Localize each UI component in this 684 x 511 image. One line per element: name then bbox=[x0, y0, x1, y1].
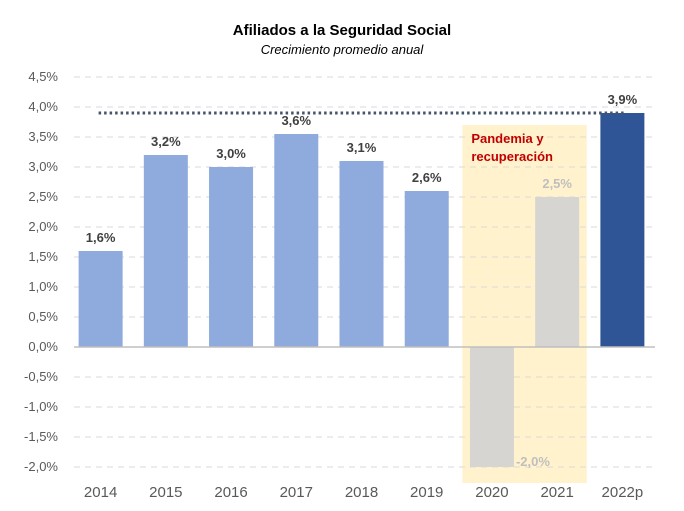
bar-2014 bbox=[78, 251, 123, 347]
bar-2017 bbox=[274, 134, 319, 347]
x-category-label: 2018 bbox=[345, 484, 378, 501]
x-category-label: 2017 bbox=[280, 484, 313, 501]
bar-2015 bbox=[143, 155, 188, 347]
y-tick-label: 4,0% bbox=[28, 99, 58, 114]
y-tick-label: -0,5% bbox=[24, 369, 58, 384]
y-tick-label: 0,5% bbox=[28, 309, 58, 324]
y-tick-label: 4,5% bbox=[28, 69, 58, 84]
x-category-label: 2022p bbox=[602, 484, 644, 501]
y-tick-label: -1,5% bbox=[24, 429, 58, 444]
bar-2020 bbox=[469, 347, 514, 467]
x-category-label: 2021 bbox=[540, 484, 573, 501]
y-axis-tick-labels: -2,0% -1,5% -1,0% -0,5% 0,0% 0,5% 1,0% 1,5% 2,0%… bbox=[24, 69, 58, 474]
data-label-2015: 3,2% bbox=[151, 134, 181, 149]
chart-title: Afiliados a la Seguridad Social bbox=[232, 22, 452, 39]
data-label-2022p: 3,9% bbox=[608, 92, 638, 107]
data-label-2020: -2,0% bbox=[516, 454, 550, 469]
x-category-label: 2016 bbox=[214, 484, 247, 501]
y-tick-label: 3,5% bbox=[28, 129, 58, 144]
y-tick-label: 3,0% bbox=[28, 159, 58, 174]
y-tick-label: 1,5% bbox=[28, 249, 58, 264]
x-category-label: 2014 bbox=[84, 484, 117, 501]
y-tick-label: 1,0% bbox=[28, 279, 58, 294]
data-label-2014: 1,6% bbox=[86, 230, 116, 245]
data-label-2017: 3,6% bbox=[281, 113, 311, 128]
pandemic-annotation-line: recuperación bbox=[471, 149, 553, 164]
bars-layer bbox=[78, 113, 645, 467]
y-tick-label: -1,0% bbox=[24, 399, 58, 414]
y-tick-label: 0,0% bbox=[28, 339, 58, 354]
data-label-2019: 2,6% bbox=[412, 170, 442, 185]
y-tick-label: -2,0% bbox=[24, 459, 58, 474]
data-label-2021: 2,5% bbox=[542, 176, 572, 191]
bar-2018 bbox=[339, 161, 384, 347]
x-axis-category-labels: 2014 2015 2016 2017 2018 2019 2020 2021 2022p bbox=[84, 484, 643, 501]
data-labels-layer: 1,6% 3,2% 3,0% 3,6% 3,1% 2,6% -2,0% 2,5% 3,9% bbox=[86, 92, 638, 469]
data-label-2018: 3,1% bbox=[347, 140, 377, 155]
bar-2022p bbox=[600, 113, 645, 347]
bar-2019 bbox=[404, 191, 449, 347]
chart-subtitle: Crecimiento promedio anual bbox=[260, 42, 424, 57]
y-tick-label: 2,5% bbox=[28, 189, 58, 204]
y-tick-label: 2,0% bbox=[28, 219, 58, 234]
x-category-label: 2019 bbox=[410, 484, 443, 501]
annotation-layer: Pandemia y recuperación bbox=[471, 131, 553, 164]
x-category-label: 2015 bbox=[149, 484, 182, 501]
pandemic-annotation-line: Pandemia y bbox=[471, 131, 544, 146]
x-category-label: 2020 bbox=[475, 484, 508, 501]
bar-2021 bbox=[535, 197, 580, 347]
bar-2016 bbox=[209, 167, 254, 347]
data-label-2016: 3,0% bbox=[216, 146, 246, 161]
